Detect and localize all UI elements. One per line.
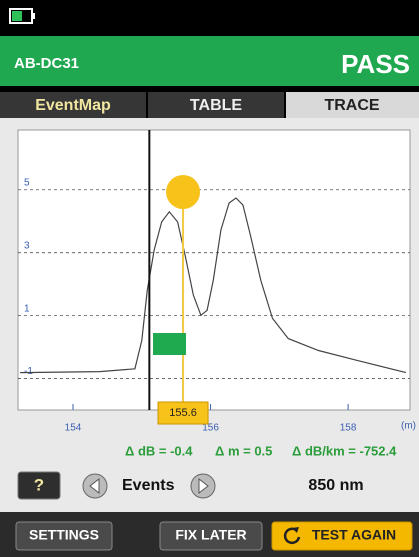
refresh-arrow	[292, 527, 299, 533]
wavelength: 850 nm	[308, 477, 363, 494]
next-arrow	[198, 477, 209, 495]
tab-active[interactable]	[286, 92, 419, 118]
trace-line	[20, 197, 407, 374]
plot: 5 3 1 -1 154 156 158 (m) 155.6	[18, 130, 416, 434]
battery-icon	[9, 8, 35, 24]
measurement: Δ dB/km = -752.4	[292, 443, 397, 458]
tab[interactable]	[0, 92, 146, 118]
fix-later-button[interactable]	[159, 521, 263, 551]
button-label[interactable]: TEST AGAIN	[312, 527, 396, 543]
cursor-handle[interactable]	[166, 175, 201, 209]
x-tick-label: 156	[202, 423, 219, 434]
tab-label[interactable]: TABLE	[190, 97, 242, 114]
header-bar	[0, 36, 419, 86]
y-tick-label: 1	[24, 303, 30, 314]
x-unit: (m)	[401, 421, 416, 432]
x-tick-label: 154	[65, 423, 82, 434]
tab-label[interactable]: TRACE	[324, 97, 379, 114]
refresh-icon	[283, 527, 301, 545]
prev-arrow	[89, 477, 100, 495]
device-id: AB-DC31	[14, 55, 79, 72]
help-button[interactable]	[17, 471, 61, 500]
plot-area	[17, 129, 411, 411]
y-tick-label: 5	[24, 177, 30, 188]
x-tick-label: 158	[340, 423, 357, 434]
events-label: Events	[122, 477, 175, 494]
cursor-label: 155.6	[169, 407, 197, 419]
cursor-label-box	[157, 401, 209, 425]
measurements: Δ dB = -0.4 Δ m = 0.5 Δ dB/km = -752.4	[125, 443, 397, 458]
y-tick-label: -1	[24, 366, 33, 377]
help-label[interactable]: ?	[34, 475, 44, 494]
event-marker	[153, 333, 186, 355]
status-bar	[0, 0, 419, 36]
settings-button[interactable]	[15, 521, 113, 551]
test-result: PASS	[341, 49, 410, 79]
button-label[interactable]: FIX LATER	[175, 527, 246, 543]
y-tick-label: 3	[24, 240, 30, 251]
test-again-button[interactable]	[271, 521, 413, 551]
button-label[interactable]: SETTINGS	[29, 527, 99, 543]
measurement: Δ m = 0.5	[215, 443, 272, 458]
tab[interactable]	[148, 92, 284, 118]
measurement: Δ dB = -0.4	[125, 443, 193, 458]
tab-label[interactable]: EventMap	[35, 97, 111, 114]
